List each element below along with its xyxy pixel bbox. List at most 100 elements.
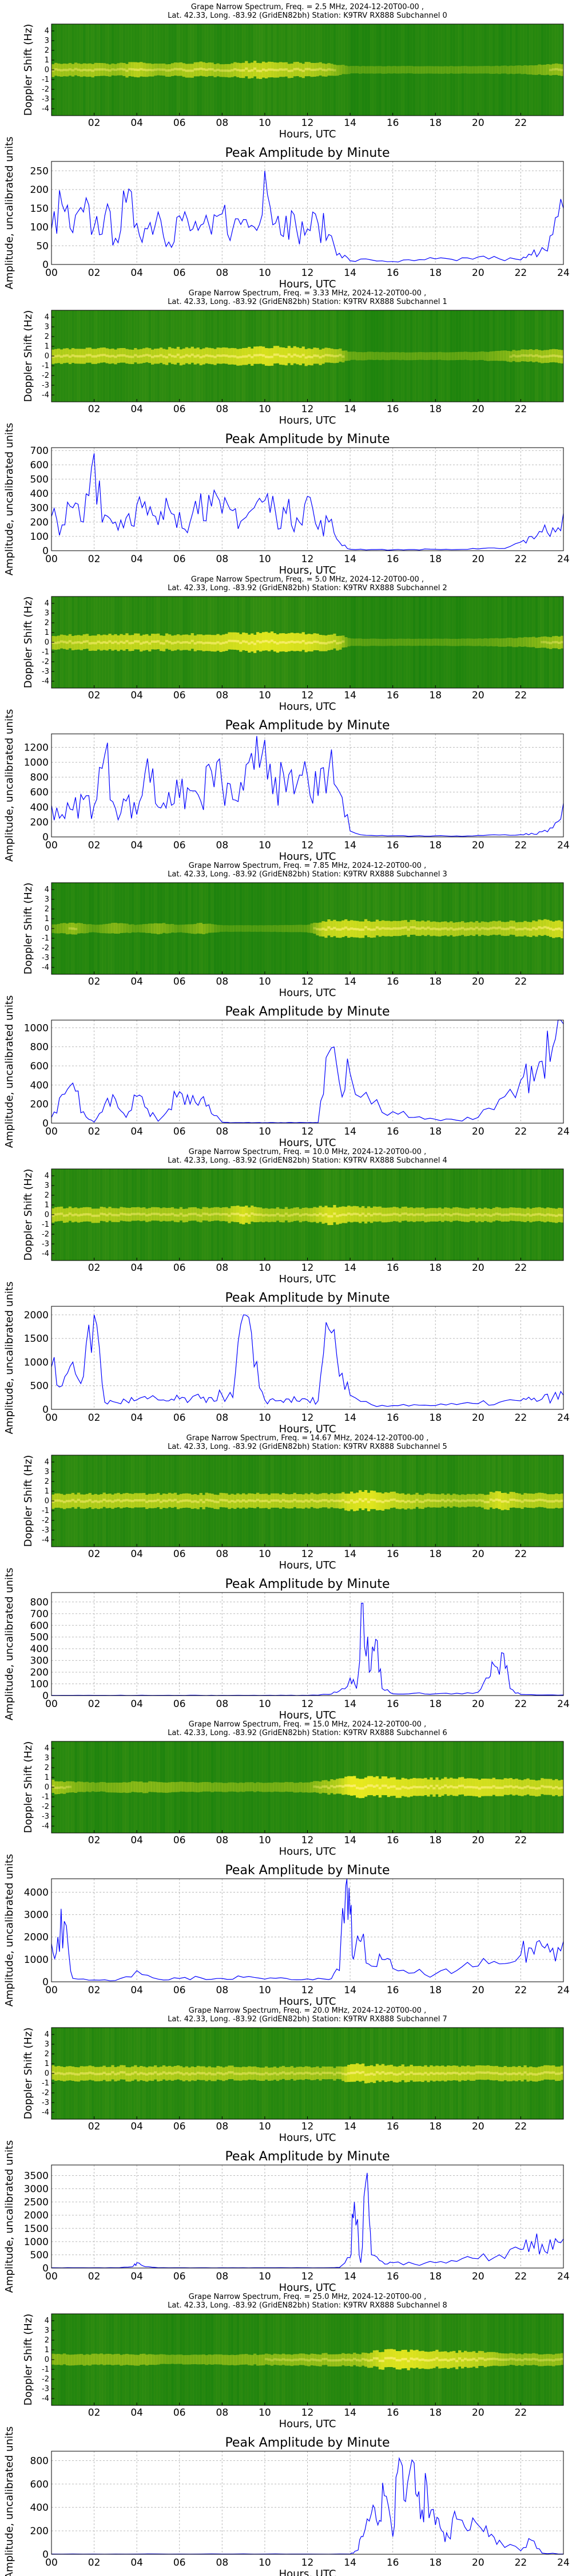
spectrum-peak bbox=[170, 355, 174, 358]
spectrum-peak bbox=[450, 1500, 453, 1503]
spectrum-column bbox=[205, 2314, 208, 2405]
spectrum-column bbox=[452, 24, 456, 116]
spectrum-band bbox=[515, 638, 518, 647]
spectrum-column bbox=[65, 2314, 69, 2405]
spectrum-peak bbox=[276, 642, 280, 645]
spectrum-column bbox=[165, 883, 169, 974]
spectrum-peak bbox=[253, 67, 257, 70]
spectrum-peak bbox=[54, 1499, 58, 1502]
spectrum-peak bbox=[267, 1214, 271, 1217]
spectrum-band bbox=[100, 63, 103, 76]
spectrum-column bbox=[122, 1741, 126, 1833]
spectrum-column bbox=[85, 883, 89, 974]
spectrum-band bbox=[350, 638, 353, 646]
spectrum-column bbox=[401, 310, 404, 402]
spectrum-band bbox=[523, 349, 527, 362]
spectrum-peak bbox=[208, 68, 211, 70]
spectrum-peak bbox=[398, 2359, 402, 2362]
spectrum-band bbox=[546, 637, 550, 649]
spectrum-column bbox=[179, 2314, 183, 2405]
spectrum-band bbox=[415, 1492, 419, 1507]
x-tick-label: 04 bbox=[130, 1835, 143, 1846]
spectrum-band bbox=[418, 66, 422, 74]
x-tick-label: 18 bbox=[429, 1698, 442, 1710]
spectrum-peak bbox=[264, 69, 268, 72]
spectrum-band bbox=[350, 2354, 353, 2366]
spectrum-peak bbox=[264, 355, 268, 358]
spectrum-peak bbox=[401, 1499, 404, 1502]
spectrum-band bbox=[438, 351, 442, 360]
spectrum-peak bbox=[131, 68, 134, 71]
spectrum-peak bbox=[375, 2357, 379, 2360]
x-tick-label: 00 bbox=[45, 840, 58, 851]
spectrum-peak bbox=[390, 1499, 394, 1502]
spectrum-band bbox=[145, 1208, 149, 1222]
spectrum-band bbox=[455, 922, 459, 937]
spectrum-band bbox=[427, 352, 430, 360]
spectrum-peak bbox=[228, 1214, 231, 1217]
spectrum-column bbox=[401, 596, 404, 688]
spectrum-band bbox=[208, 62, 211, 76]
spectrum-band bbox=[276, 925, 280, 933]
x-tick-label: 18 bbox=[429, 1262, 442, 1274]
spectrum-peak bbox=[88, 69, 92, 72]
spectrum-peak bbox=[68, 927, 72, 930]
spectrum-peak bbox=[281, 355, 285, 358]
spectrum-column bbox=[88, 883, 92, 974]
spectrum-peak bbox=[304, 1499, 308, 1502]
amplitude-chart-15: Peak Amplitude by Minute0500100015002000… bbox=[3, 2140, 570, 2294]
spectrum-column bbox=[407, 24, 410, 116]
spectrum-column bbox=[279, 2314, 283, 2405]
spectrum-peak bbox=[390, 927, 394, 930]
spectrum-peak bbox=[273, 2358, 277, 2361]
spectrum-band bbox=[324, 2067, 328, 2080]
spectrum-peak bbox=[242, 355, 245, 358]
spectrum-peak bbox=[500, 1500, 504, 1503]
spectrum-column bbox=[140, 2314, 143, 2405]
x-tick-label: 08 bbox=[216, 2271, 229, 2282]
spectrum-band bbox=[188, 1207, 192, 1221]
spectrum-column bbox=[301, 1741, 305, 1833]
spectrum-band bbox=[549, 637, 553, 649]
spectrum-peak bbox=[253, 1213, 257, 1216]
spectrum-peak bbox=[222, 354, 225, 357]
x-axis-label: Hours, UTC bbox=[279, 1137, 336, 1149]
spectrum-peak bbox=[398, 2072, 402, 2075]
spectrum-peak bbox=[270, 1499, 274, 1502]
spectrum-column bbox=[339, 24, 342, 116]
spectrum-peak bbox=[404, 1500, 407, 1503]
spectrum-peak bbox=[384, 927, 388, 930]
spectrum-peak bbox=[157, 1212, 160, 1215]
spectrum-peak bbox=[450, 1785, 453, 1788]
spectrum-peak bbox=[182, 1214, 186, 1217]
spectrum-column bbox=[276, 883, 280, 974]
y-tick-label: 200 bbox=[30, 517, 49, 528]
spectrum-peak bbox=[523, 1786, 527, 1789]
spectrum-chart-14: Grape Narrow Spectrum, Freq. = 20.0 MHz,… bbox=[22, 2006, 564, 2144]
spectrum-band bbox=[253, 2353, 257, 2365]
spectrum-peak bbox=[341, 355, 345, 358]
spectrum-peak bbox=[199, 68, 202, 70]
spectrum-peak bbox=[512, 2072, 515, 2075]
spectrum-peak bbox=[362, 1212, 365, 1215]
spectrum-band bbox=[344, 637, 348, 647]
spectrum-band bbox=[91, 2353, 94, 2365]
spectrum-band bbox=[364, 638, 368, 646]
spectrum-column bbox=[85, 2314, 89, 2405]
spectrum-band bbox=[321, 1780, 325, 1793]
spectrum-column bbox=[521, 24, 524, 116]
spectrum-peak bbox=[71, 354, 75, 357]
spectrum-title: Lat. 42.33, Long. -83.92 (GridEN82bh) St… bbox=[168, 2015, 447, 2024]
spectrum-band bbox=[134, 2354, 137, 2366]
spectrum-peak bbox=[293, 2358, 296, 2361]
spectrum-band bbox=[117, 1783, 120, 1793]
spectrum-peak bbox=[299, 641, 302, 644]
spectrum-band bbox=[228, 64, 231, 78]
spectrum-column bbox=[356, 310, 359, 402]
spectrum-peak bbox=[114, 641, 117, 643]
spectrum-peak bbox=[188, 69, 192, 72]
spectrum-band bbox=[290, 1782, 294, 1792]
x-tick-label: 04 bbox=[130, 267, 143, 279]
spectrum-peak bbox=[162, 2071, 166, 2074]
x-tick-label: 00 bbox=[45, 554, 58, 565]
